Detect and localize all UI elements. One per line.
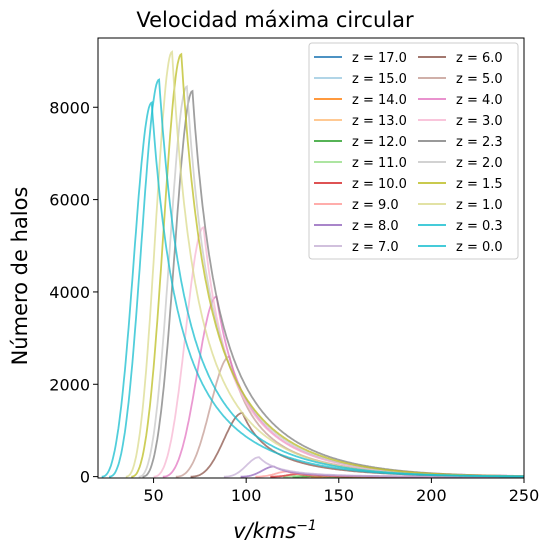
legend: z = 17.0 z = 15.0 z = 14.0 z = 13.0 z = 12.0… xyxy=(309,43,518,259)
legend-label: z = 0.3 xyxy=(456,219,503,234)
y-tick-label: 8000 xyxy=(49,98,90,117)
y-tick-label: 6000 xyxy=(49,191,90,210)
legend-label: z = 2.3 xyxy=(456,135,503,150)
legend-label: z = 2.0 xyxy=(456,156,503,171)
x-tick-label: 150 xyxy=(324,486,355,505)
chart-title: Velocidad máxima circular xyxy=(136,8,414,32)
legend-label: z = 10.0 xyxy=(352,177,407,192)
legend-label: z = 1.5 xyxy=(456,177,503,192)
legend-label: z = 7.0 xyxy=(352,240,399,255)
legend-label: z = 1.0 xyxy=(456,198,503,213)
y-tick-label: 2000 xyxy=(49,375,90,394)
legend-label: z = 17.0 xyxy=(352,51,407,66)
x-tick-label: 50 xyxy=(143,486,163,505)
legend-label: z = 0.0 xyxy=(456,240,503,255)
y-tick-label: 4000 xyxy=(49,283,90,302)
legend-label: z = 8.0 xyxy=(352,219,399,234)
legend-label: z = 3.0 xyxy=(456,114,503,129)
legend-label: z = 6.0 xyxy=(456,51,503,66)
series-line-11 xyxy=(176,357,524,477)
legend-label: z = 5.0 xyxy=(456,72,503,87)
legend-label: z = 12.0 xyxy=(352,135,407,150)
x-axis-title: v/kms−1 xyxy=(233,518,317,543)
legend-label: z = 13.0 xyxy=(352,114,407,129)
legend-label: z = 14.0 xyxy=(352,93,407,108)
legend-label: z = 4.0 xyxy=(456,93,503,108)
x-tick-label: 200 xyxy=(416,486,447,505)
series-line-13 xyxy=(154,227,524,476)
legend-label: z = 15.0 xyxy=(352,72,407,87)
y-axis-title: Número de halos xyxy=(8,187,32,366)
y-tick-label: 0 xyxy=(80,468,90,487)
legend-label: z = 11.0 xyxy=(352,156,407,171)
legend-label: z = 9.0 xyxy=(352,198,399,213)
x-tick-label: 100 xyxy=(231,486,262,505)
x-tick-label: 250 xyxy=(509,486,540,505)
